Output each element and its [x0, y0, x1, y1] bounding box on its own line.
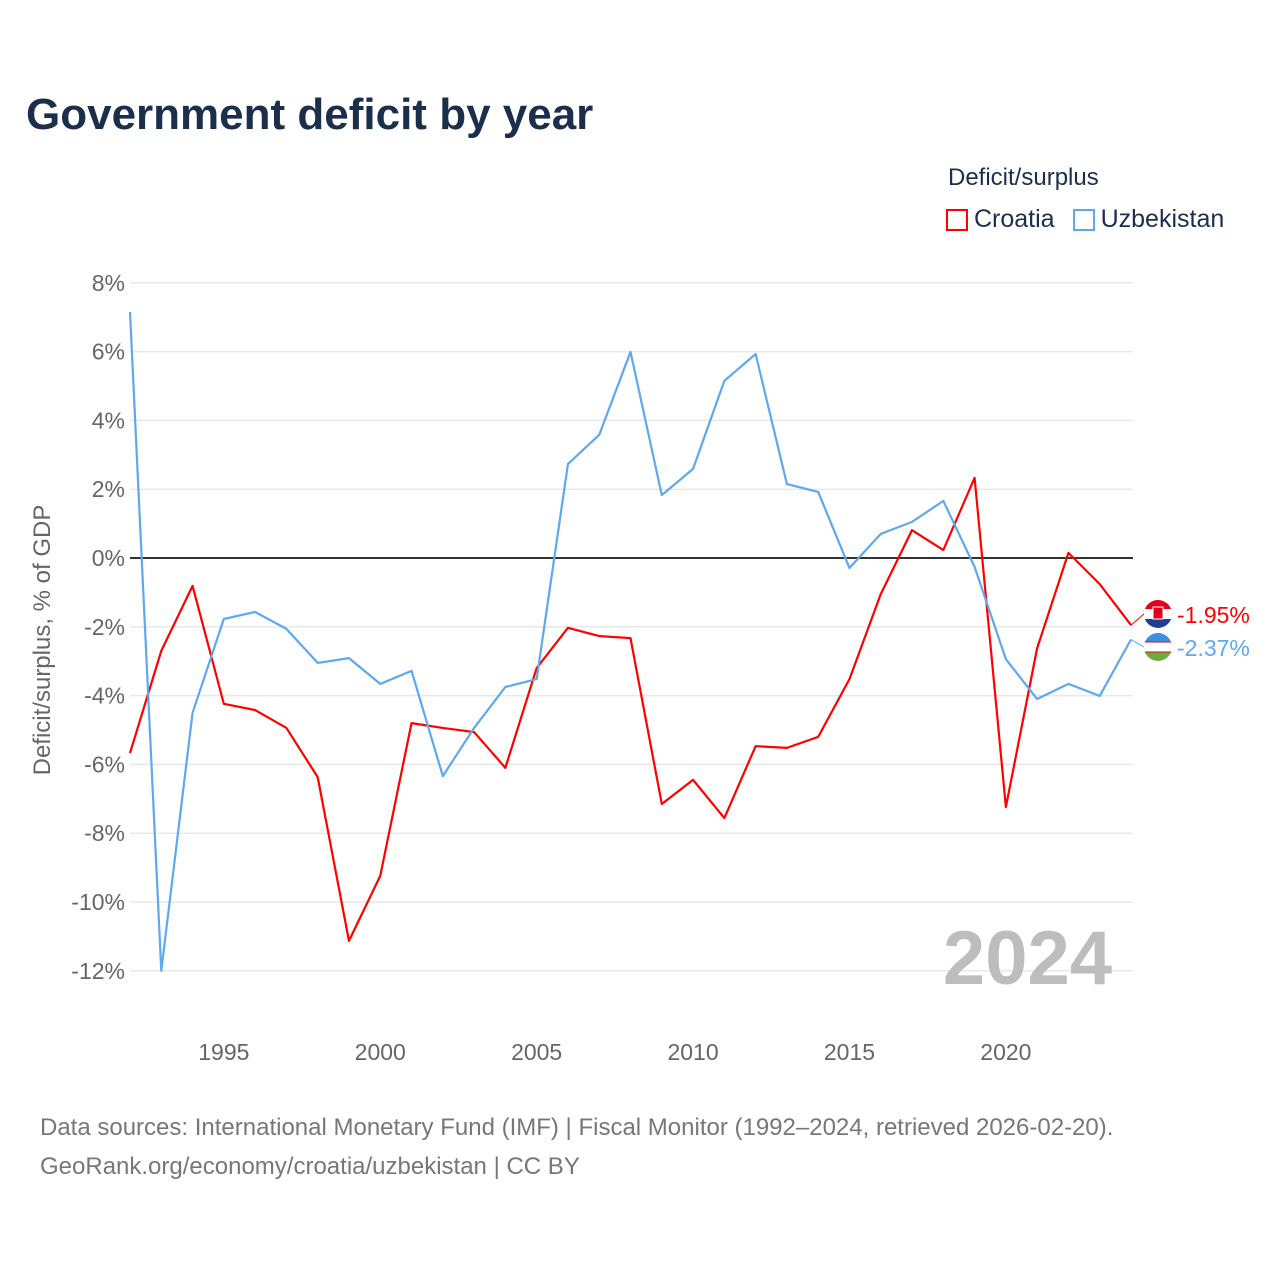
- end-value-label: -2.37%: [1177, 635, 1250, 661]
- y-axis-label: Deficit/surplus, % of GDP: [29, 505, 56, 776]
- y-tick-label: -10%: [71, 889, 125, 915]
- series-line-uzbekistan: [128, 311, 1132, 972]
- legend-label-croatia: Croatia: [974, 205, 1055, 233]
- flag-stripe: [1144, 633, 1172, 642]
- legend-swatch-croatia: [946, 208, 968, 231]
- legend-label-uzbekistan: Uzbekistan: [1100, 205, 1225, 233]
- source-line-2[interactable]: GeoRank.org/economy/croatia/uzbekistan |…: [40, 1153, 580, 1180]
- x-tick-label: 2000: [355, 1039, 406, 1065]
- croatia-flag-icon: [1144, 600, 1172, 628]
- uzbekistan-flag-icon: [1144, 633, 1172, 661]
- year-watermark: 2024: [943, 916, 1112, 1001]
- x-tick-label: 2010: [667, 1039, 718, 1065]
- y-tick-label: -12%: [71, 958, 125, 984]
- flag-stripe: [1144, 600, 1172, 609]
- x-tick-label: 2015: [824, 1039, 875, 1065]
- flag-stripe: [1144, 619, 1172, 628]
- source-line-1: Data sources: International Monetary Fun…: [40, 1114, 1114, 1141]
- y-tick-label: -4%: [84, 683, 125, 709]
- legend-title: Deficit/surplus: [948, 164, 1099, 191]
- y-tick-label: 2%: [92, 476, 125, 502]
- flag-shield: [1152, 606, 1164, 620]
- source-note: Data sources: International Monetary Fun…: [40, 1108, 1113, 1186]
- legend: Croatia Uzbekistan: [946, 205, 1224, 234]
- y-tick-label: 8%: [92, 270, 125, 296]
- flag-stripe: [1144, 642, 1172, 652]
- y-tick-label: 0%: [92, 545, 125, 571]
- x-tick-label: 1995: [198, 1039, 249, 1065]
- page-title: Government deficit by year: [26, 90, 594, 139]
- legend-item-uzbekistan[interactable]: Uzbekistan: [1072, 205, 1225, 234]
- y-tick-label: 6%: [92, 339, 125, 365]
- legend-item-croatia[interactable]: Croatia: [946, 205, 1055, 234]
- legend-swatch-uzbekistan: [1072, 208, 1095, 231]
- series-line-croatia: [128, 476, 1132, 942]
- y-tick-label: -8%: [84, 820, 125, 846]
- end-label-connector: [1130, 613, 1145, 626]
- y-tick-label: -6%: [84, 751, 125, 777]
- end-value-label: -1.95%: [1177, 602, 1250, 628]
- end-label-connector: [1130, 639, 1145, 648]
- flag-stripe: [1144, 652, 1172, 661]
- y-tick-label: 4%: [92, 407, 125, 433]
- x-tick-label: 2005: [511, 1039, 562, 1065]
- y-tick-label: -2%: [84, 614, 125, 640]
- x-tick-label: 2020: [980, 1039, 1031, 1065]
